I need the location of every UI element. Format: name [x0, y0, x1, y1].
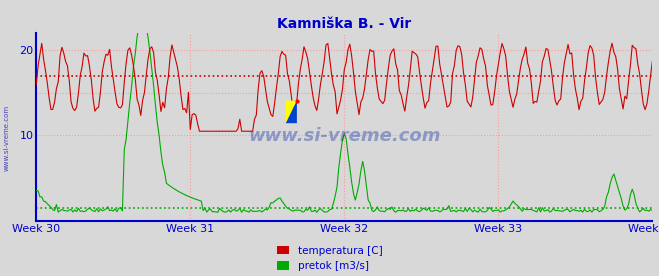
Text: www.si-vreme.com: www.si-vreme.com: [3, 105, 9, 171]
Polygon shape: [286, 101, 297, 123]
Polygon shape: [286, 101, 297, 123]
Text: www.si-vreme.com: www.si-vreme.com: [248, 127, 441, 145]
Legend: temperatura [C], pretok [m3/s]: temperatura [C], pretok [m3/s]: [277, 246, 382, 271]
Title: Kamniška B. - Vir: Kamniška B. - Vir: [277, 17, 411, 31]
